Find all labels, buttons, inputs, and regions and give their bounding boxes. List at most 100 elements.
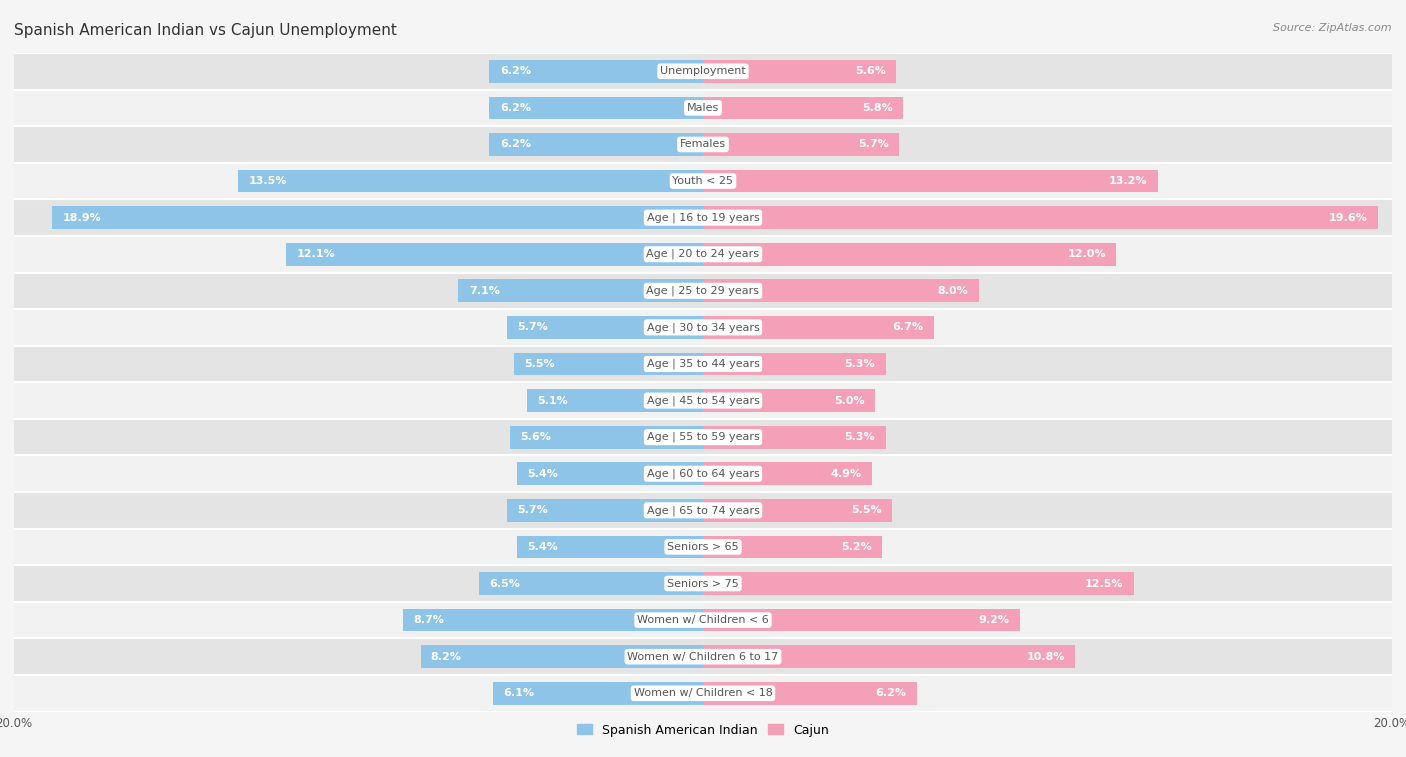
Text: 5.8%: 5.8% xyxy=(862,103,893,113)
Bar xyxy=(703,536,882,558)
Bar xyxy=(287,243,703,266)
Bar xyxy=(14,309,1392,346)
Text: Age | 30 to 34 years: Age | 30 to 34 years xyxy=(647,322,759,332)
Text: 12.5%: 12.5% xyxy=(1085,578,1123,588)
Text: Seniors > 65: Seniors > 65 xyxy=(668,542,738,552)
Text: Age | 45 to 54 years: Age | 45 to 54 years xyxy=(647,395,759,406)
Bar xyxy=(420,646,703,668)
Text: 8.7%: 8.7% xyxy=(413,615,444,625)
Text: Age | 16 to 19 years: Age | 16 to 19 years xyxy=(647,213,759,223)
Bar xyxy=(14,89,1392,126)
Bar xyxy=(703,499,893,522)
Bar xyxy=(703,609,1019,631)
Bar xyxy=(14,565,1392,602)
Text: 5.7%: 5.7% xyxy=(517,506,548,516)
Text: Seniors > 75: Seniors > 75 xyxy=(666,578,740,588)
Text: 8.2%: 8.2% xyxy=(430,652,461,662)
Text: 5.5%: 5.5% xyxy=(852,506,882,516)
Bar xyxy=(506,316,703,338)
Text: Youth < 25: Youth < 25 xyxy=(672,176,734,186)
Bar xyxy=(479,572,703,595)
Text: Unemployment: Unemployment xyxy=(661,67,745,76)
Text: Age | 55 to 59 years: Age | 55 to 59 years xyxy=(647,432,759,442)
Bar xyxy=(703,97,903,119)
Bar xyxy=(703,316,934,338)
Bar xyxy=(238,170,703,192)
Bar xyxy=(14,126,1392,163)
Text: 13.2%: 13.2% xyxy=(1109,176,1147,186)
Bar xyxy=(703,207,1378,229)
Bar xyxy=(14,236,1392,273)
Text: 5.5%: 5.5% xyxy=(524,359,554,369)
Bar xyxy=(14,528,1392,565)
Bar xyxy=(703,682,917,705)
Bar xyxy=(703,279,979,302)
Text: 13.5%: 13.5% xyxy=(249,176,287,186)
Bar xyxy=(14,456,1392,492)
Bar xyxy=(703,243,1116,266)
Bar xyxy=(703,353,886,375)
Bar xyxy=(506,499,703,522)
Text: 6.1%: 6.1% xyxy=(503,688,534,698)
Bar xyxy=(489,97,703,119)
Text: 6.7%: 6.7% xyxy=(893,322,924,332)
Text: Age | 20 to 24 years: Age | 20 to 24 years xyxy=(647,249,759,260)
Text: 18.9%: 18.9% xyxy=(62,213,101,223)
Text: 5.4%: 5.4% xyxy=(527,469,558,478)
Text: Spanish American Indian vs Cajun Unemployment: Spanish American Indian vs Cajun Unemplo… xyxy=(14,23,396,38)
Text: 5.7%: 5.7% xyxy=(517,322,548,332)
Text: Age | 35 to 44 years: Age | 35 to 44 years xyxy=(647,359,759,369)
Text: 10.8%: 10.8% xyxy=(1026,652,1064,662)
Text: 5.3%: 5.3% xyxy=(845,432,875,442)
Bar xyxy=(527,389,703,412)
Text: 7.1%: 7.1% xyxy=(468,286,499,296)
Text: 6.5%: 6.5% xyxy=(489,578,520,588)
Text: 6.2%: 6.2% xyxy=(499,67,530,76)
Bar xyxy=(510,426,703,448)
Text: 5.6%: 5.6% xyxy=(855,67,886,76)
Bar xyxy=(703,426,886,448)
Bar xyxy=(703,463,872,485)
Bar xyxy=(14,53,1392,89)
Bar xyxy=(14,602,1392,638)
Bar xyxy=(513,353,703,375)
Text: 5.0%: 5.0% xyxy=(834,396,865,406)
Text: 5.3%: 5.3% xyxy=(845,359,875,369)
Bar xyxy=(489,133,703,156)
Text: 5.4%: 5.4% xyxy=(527,542,558,552)
Text: 19.6%: 19.6% xyxy=(1329,213,1368,223)
Bar xyxy=(14,638,1392,675)
Text: Women w/ Children < 6: Women w/ Children < 6 xyxy=(637,615,769,625)
Bar xyxy=(404,609,703,631)
Bar xyxy=(494,682,703,705)
Bar xyxy=(14,675,1392,712)
Text: Women w/ Children < 18: Women w/ Children < 18 xyxy=(634,688,772,698)
Bar xyxy=(703,389,875,412)
Bar xyxy=(517,463,703,485)
Bar xyxy=(703,646,1076,668)
Bar xyxy=(458,279,703,302)
Text: 5.2%: 5.2% xyxy=(841,542,872,552)
Text: 9.2%: 9.2% xyxy=(979,615,1010,625)
Text: 6.2%: 6.2% xyxy=(499,139,530,149)
Bar xyxy=(52,207,703,229)
Bar xyxy=(14,419,1392,456)
Text: 5.1%: 5.1% xyxy=(537,396,568,406)
Bar xyxy=(14,199,1392,236)
Bar xyxy=(517,536,703,558)
Text: 12.1%: 12.1% xyxy=(297,249,335,259)
Bar xyxy=(14,163,1392,199)
Text: Females: Females xyxy=(681,139,725,149)
Text: 6.2%: 6.2% xyxy=(876,688,907,698)
Bar xyxy=(489,60,703,83)
Bar xyxy=(14,382,1392,419)
Text: 8.0%: 8.0% xyxy=(938,286,969,296)
Text: 5.7%: 5.7% xyxy=(858,139,889,149)
Bar xyxy=(14,346,1392,382)
Text: 6.2%: 6.2% xyxy=(499,103,530,113)
Text: Age | 65 to 74 years: Age | 65 to 74 years xyxy=(647,505,759,516)
Bar xyxy=(703,572,1133,595)
Text: 5.6%: 5.6% xyxy=(520,432,551,442)
Text: 4.9%: 4.9% xyxy=(831,469,862,478)
Text: Source: ZipAtlas.com: Source: ZipAtlas.com xyxy=(1274,23,1392,33)
